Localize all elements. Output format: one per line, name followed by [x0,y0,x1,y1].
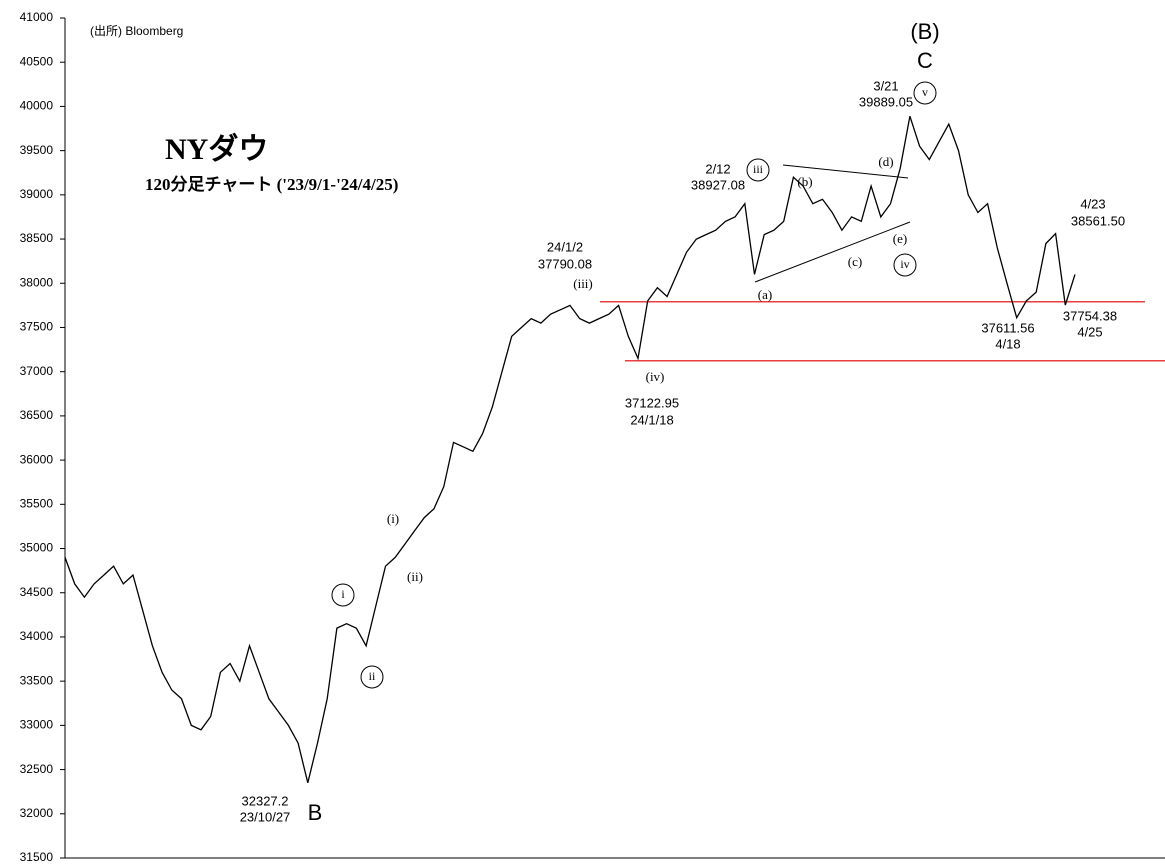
annotation: iv [900,257,909,271]
annotation: 38561.50 [1071,213,1125,228]
wave-circle [893,253,917,277]
y-tick-label: 37000 [20,364,54,378]
annotation: v [922,85,928,99]
annotation: ii [369,669,376,683]
y-tick-label: 39500 [20,143,54,157]
annotation: (b) [797,174,812,189]
annotation: 37790.08 [538,256,592,271]
annotation: (c) [848,254,862,269]
annotation: (a) [758,287,772,302]
y-tick-label: 33500 [20,673,54,687]
annotation: 4/25 [1077,324,1102,339]
triangle-line [754,221,911,283]
y-tick-label: 34000 [20,629,54,643]
annotation: 32327.2 [242,793,289,808]
annotation: 37754.38 [1063,308,1117,323]
annotation: 2/12 [705,161,730,176]
y-tick-label: 37500 [20,320,54,334]
y-tick-label: 31500 [20,850,54,864]
annotation: 24/1/2 [547,239,583,254]
triangle-line [782,164,909,179]
y-tick-label: 32000 [20,806,54,820]
y-tick-label: 41000 [20,10,54,24]
y-tick-label: 34500 [20,585,54,599]
annotation: (i) [387,511,399,526]
y-tick-label: 40500 [20,54,54,68]
annotation: 23/10/27 [240,809,291,824]
wave-circle [913,81,937,105]
annotation: 38927.08 [691,177,745,192]
y-tick-label: 35500 [20,496,54,510]
annotation: (ii) [407,569,423,584]
annotation: (iii) [573,276,593,291]
annotation: B [308,800,323,825]
y-tick-label: 36500 [20,408,54,422]
annotation: (iv) [646,369,665,384]
annotation: 4/23 [1080,196,1105,211]
annotation: 39889.05 [859,94,913,109]
y-tick-label: 39000 [20,187,54,201]
y-tick-label: 38500 [20,231,54,245]
y-tick-label: 38000 [20,275,54,289]
wave-circle [331,583,355,607]
y-tick-label: 32500 [20,762,54,776]
wave-circle [360,665,384,689]
y-tick-label: 36000 [20,452,54,466]
annotation: (d) [878,154,893,169]
chart-title: NYダウ [165,132,268,166]
annotation: 37122.95 [625,395,679,410]
annotation: iii [753,162,764,176]
annotation: 4/18 [995,336,1020,351]
wave-circle [746,158,770,182]
source: (出所) Bloomberg [90,24,183,38]
annotation: (e) [893,231,907,246]
y-tick-label: 40000 [20,99,54,113]
annotation: C [917,48,933,73]
annotation: 24/1/18 [630,412,673,427]
y-tick-label: 35000 [20,541,54,555]
annotation: (B) [910,19,939,44]
annotation: 37611.56 [981,320,1034,335]
chart-subtitle: 120分足チャート ('23/9/1-'24/4/25) [145,175,398,194]
y-tick-label: 33000 [20,718,54,732]
annotation: i [341,587,345,601]
annotation: 3/21 [873,78,898,93]
price-line [64,116,1076,783]
